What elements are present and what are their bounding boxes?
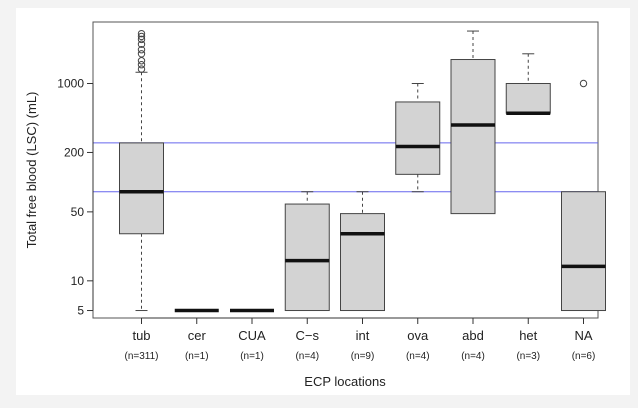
y-tick-label-10: 10	[71, 274, 85, 288]
boxes-group	[119, 29, 606, 313]
sample-size-label-CUA: (n=1)	[240, 351, 264, 362]
x-tick-label-tub: tub	[132, 328, 150, 343]
box-abd	[450, 30, 496, 215]
sample-size-label-NA: (n=6)	[572, 351, 596, 362]
x-tick-label-C−s: C−s	[296, 328, 320, 343]
sample-size-label-ova: (n=4)	[406, 351, 430, 362]
x-tick-label-NA: NA	[574, 328, 592, 343]
x-tick-label-ova: ova	[407, 328, 429, 343]
reference-lines	[93, 142, 598, 193]
y-tick-label-1000: 1000	[57, 76, 84, 90]
iqr-box-NA	[561, 191, 606, 312]
sample-size-label-tub: (n=311)	[124, 351, 158, 362]
x-axis-label: ECP locations	[304, 374, 386, 389]
x-tick-label-abd: abd	[462, 328, 484, 343]
sample-size-label-het: (n=3)	[516, 351, 540, 362]
y-axis-label: Total free blood (LSC) (mL)	[24, 92, 39, 249]
outlier-tub-2	[137, 61, 146, 69]
sample-size-label-cer: (n=1)	[185, 351, 209, 362]
box-ova	[395, 82, 441, 193]
x-tick-label-CUA: CUA	[238, 328, 266, 343]
box-het	[505, 53, 551, 115]
x-tick-label-cer: cer	[188, 328, 207, 343]
iqr-box-tub	[119, 142, 164, 235]
sample-size-label-C−s: (n=4)	[295, 351, 319, 362]
x-axis: tub (n=311) cer (n=1) CUA (n=1) C−s (n=4) int (n=…	[124, 317, 596, 362]
outlier-NA-1	[579, 79, 588, 88]
iqr-box-ova	[395, 101, 441, 175]
box-NA	[561, 79, 606, 312]
box-int	[340, 191, 385, 312]
box-tub	[119, 29, 164, 312]
outlier-tub-6	[137, 40, 146, 48]
outlier-tub-8	[137, 32, 146, 41]
iqr-box-het	[505, 82, 551, 114]
iqr-box-abd	[450, 59, 496, 215]
box-C−s	[284, 191, 330, 312]
outlier-tub-3	[137, 57, 146, 65]
plot-panel	[16, 8, 630, 395]
outlier-tub-9	[137, 29, 146, 38]
y-tick-label-200: 200	[64, 145, 84, 159]
y-axis: 5 10 50 200 1000	[57, 76, 94, 318]
x-tick-label-het: het	[519, 328, 537, 343]
outlier-tub-7	[137, 35, 146, 44]
outlier-tub-4	[137, 50, 146, 58]
iqr-box-int	[340, 213, 385, 312]
y-tick-label-5: 5	[77, 304, 84, 318]
y-tick-label-50: 50	[71, 205, 85, 219]
iqr-box-C−s	[284, 203, 330, 312]
sample-size-label-int: (n=9)	[351, 351, 375, 362]
x-tick-label-int: int	[356, 328, 370, 343]
outlier-tub-1	[137, 65, 146, 73]
sample-size-label-abd: (n=4)	[461, 351, 485, 362]
outlier-tub-5	[137, 46, 146, 54]
